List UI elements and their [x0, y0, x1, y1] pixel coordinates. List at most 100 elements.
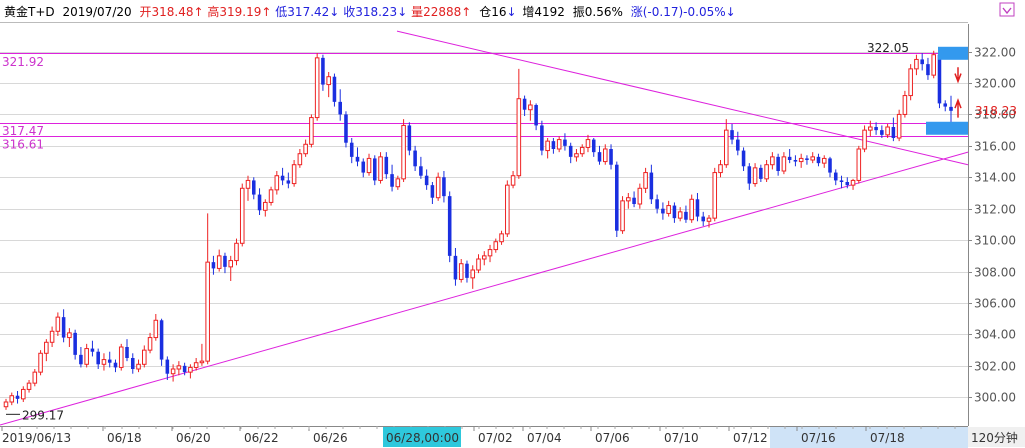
increase-value: 4192 — [534, 5, 565, 19]
candle-body-down — [211, 262, 216, 269]
candle-body-down — [597, 152, 602, 162]
candle-body-up — [862, 129, 867, 150]
candle-body-down — [787, 156, 792, 160]
hline-label: 317.47 — [2, 124, 44, 138]
chart-settings-icon[interactable] — [999, 2, 1015, 17]
candle-body-up — [234, 242, 239, 262]
candle-body-up — [274, 175, 280, 191]
candle-body-down — [880, 130, 884, 135]
low-down-arrow: ↓ — [329, 5, 339, 19]
candle-body-up — [216, 255, 222, 269]
candle-body-up — [303, 143, 308, 155]
price-tick-label: 310.00 — [974, 234, 1016, 248]
candle-body-up — [689, 198, 694, 221]
candle-body-up — [499, 233, 504, 243]
change-pct: -0.05% — [683, 5, 725, 19]
candle-body-up — [245, 179, 251, 189]
high-up-arrow: ↑ — [261, 5, 271, 19]
candle-body-down — [701, 216, 706, 222]
candle-body-down — [920, 59, 924, 65]
candle-body-up — [49, 330, 55, 343]
candle-body-down — [741, 150, 746, 167]
candle-body-down — [15, 395, 20, 399]
candle-body-down — [453, 255, 458, 280]
candle-body-up — [470, 269, 476, 279]
down-arrow-icon — [954, 67, 962, 84]
candle-body-up — [118, 346, 124, 368]
candle-body-down — [672, 205, 677, 219]
high-value: 319.19 — [219, 5, 261, 19]
candle-body-down — [61, 317, 66, 338]
candle-body-up — [798, 157, 804, 163]
candle-body-up — [153, 319, 159, 339]
candle-body-down — [90, 348, 95, 352]
candle-body-up — [574, 153, 579, 158]
candle-body-down — [551, 141, 556, 149]
price-tick-label: 302.00 — [974, 360, 1016, 374]
hline-label: 321.92 — [2, 55, 44, 69]
price-tick-label: 316.00 — [974, 140, 1016, 154]
candle-body-up — [401, 124, 406, 180]
time-axis[interactable]: 2019/06/13 06/18 06/20 06/22 06/26 07/02 07/04… — [0, 426, 1025, 448]
candle-body-down — [522, 98, 527, 110]
candle-body-up — [781, 156, 787, 172]
candle-body-down — [79, 354, 83, 365]
candle-body-up — [9, 395, 15, 403]
open-up-arrow: ↑ — [193, 5, 203, 19]
candle-body-down — [874, 127, 878, 131]
candle-body-up — [908, 68, 913, 97]
candle-body-up — [545, 140, 550, 152]
candle-body-up — [643, 172, 648, 189]
candle-body-up — [67, 332, 72, 339]
position-value: 16 — [491, 5, 506, 19]
candle-body-down — [159, 320, 164, 360]
candle-body-down — [793, 160, 798, 162]
candle-body-up — [481, 255, 487, 260]
open-label: 开 — [139, 5, 151, 19]
close-down-arrow: ↓ — [397, 5, 407, 19]
peak-price-label: 322.05 — [867, 41, 909, 55]
candle-body-up — [510, 175, 516, 186]
time-tick-label: 06/26 — [313, 431, 348, 445]
candle-body-down — [73, 332, 77, 355]
candle-body-up — [712, 172, 718, 219]
candle-body-up — [366, 157, 372, 174]
position-down-arrow: ↓ — [506, 5, 516, 19]
candle-body-up — [516, 98, 522, 177]
candle-body-down — [384, 156, 389, 175]
candle-body-down — [833, 172, 838, 181]
candle-body-down — [390, 174, 394, 187]
time-tick-label: 06/20 — [176, 431, 211, 445]
time-tick-label: 2019/06/13 — [2, 431, 71, 445]
price-tick-label: 312.00 — [974, 203, 1016, 217]
quote-date: 2019/07/20 — [62, 5, 131, 19]
candle-body-up — [556, 139, 562, 150]
grid-lines — [0, 52, 968, 398]
candle-body-up — [101, 359, 107, 365]
candle-body-up — [263, 201, 268, 211]
candle-body-up — [268, 189, 274, 203]
candle-body-up — [44, 341, 49, 354]
close-value: 318.23 — [355, 5, 397, 19]
candle-body-up — [228, 260, 234, 268]
candle-body-up — [752, 167, 758, 185]
candle-body-up — [706, 217, 712, 222]
candle-body-up — [170, 368, 176, 375]
candle-body-up — [136, 363, 141, 370]
candle-body-up — [21, 388, 26, 400]
candle-body-up — [26, 382, 32, 390]
time-tick-label: 07/18 — [870, 431, 905, 445]
quote-header: 黄金T+D 2019/07/20 开318.48↑ 高319.19↑ 低317.… — [4, 4, 736, 19]
instrument-name: 黄金T+D — [4, 4, 55, 19]
candle-body-down — [130, 358, 135, 369]
candle-body-down — [344, 114, 348, 143]
candle-body-up — [902, 95, 908, 115]
candle-body-down — [891, 127, 896, 138]
low-price-label: 299.17 — [22, 408, 64, 422]
candle-body-down — [165, 359, 170, 374]
candle-body-down — [286, 180, 291, 184]
time-tick-label: 07/06 — [595, 431, 630, 445]
price-tick-label: 308.00 — [974, 266, 1016, 280]
